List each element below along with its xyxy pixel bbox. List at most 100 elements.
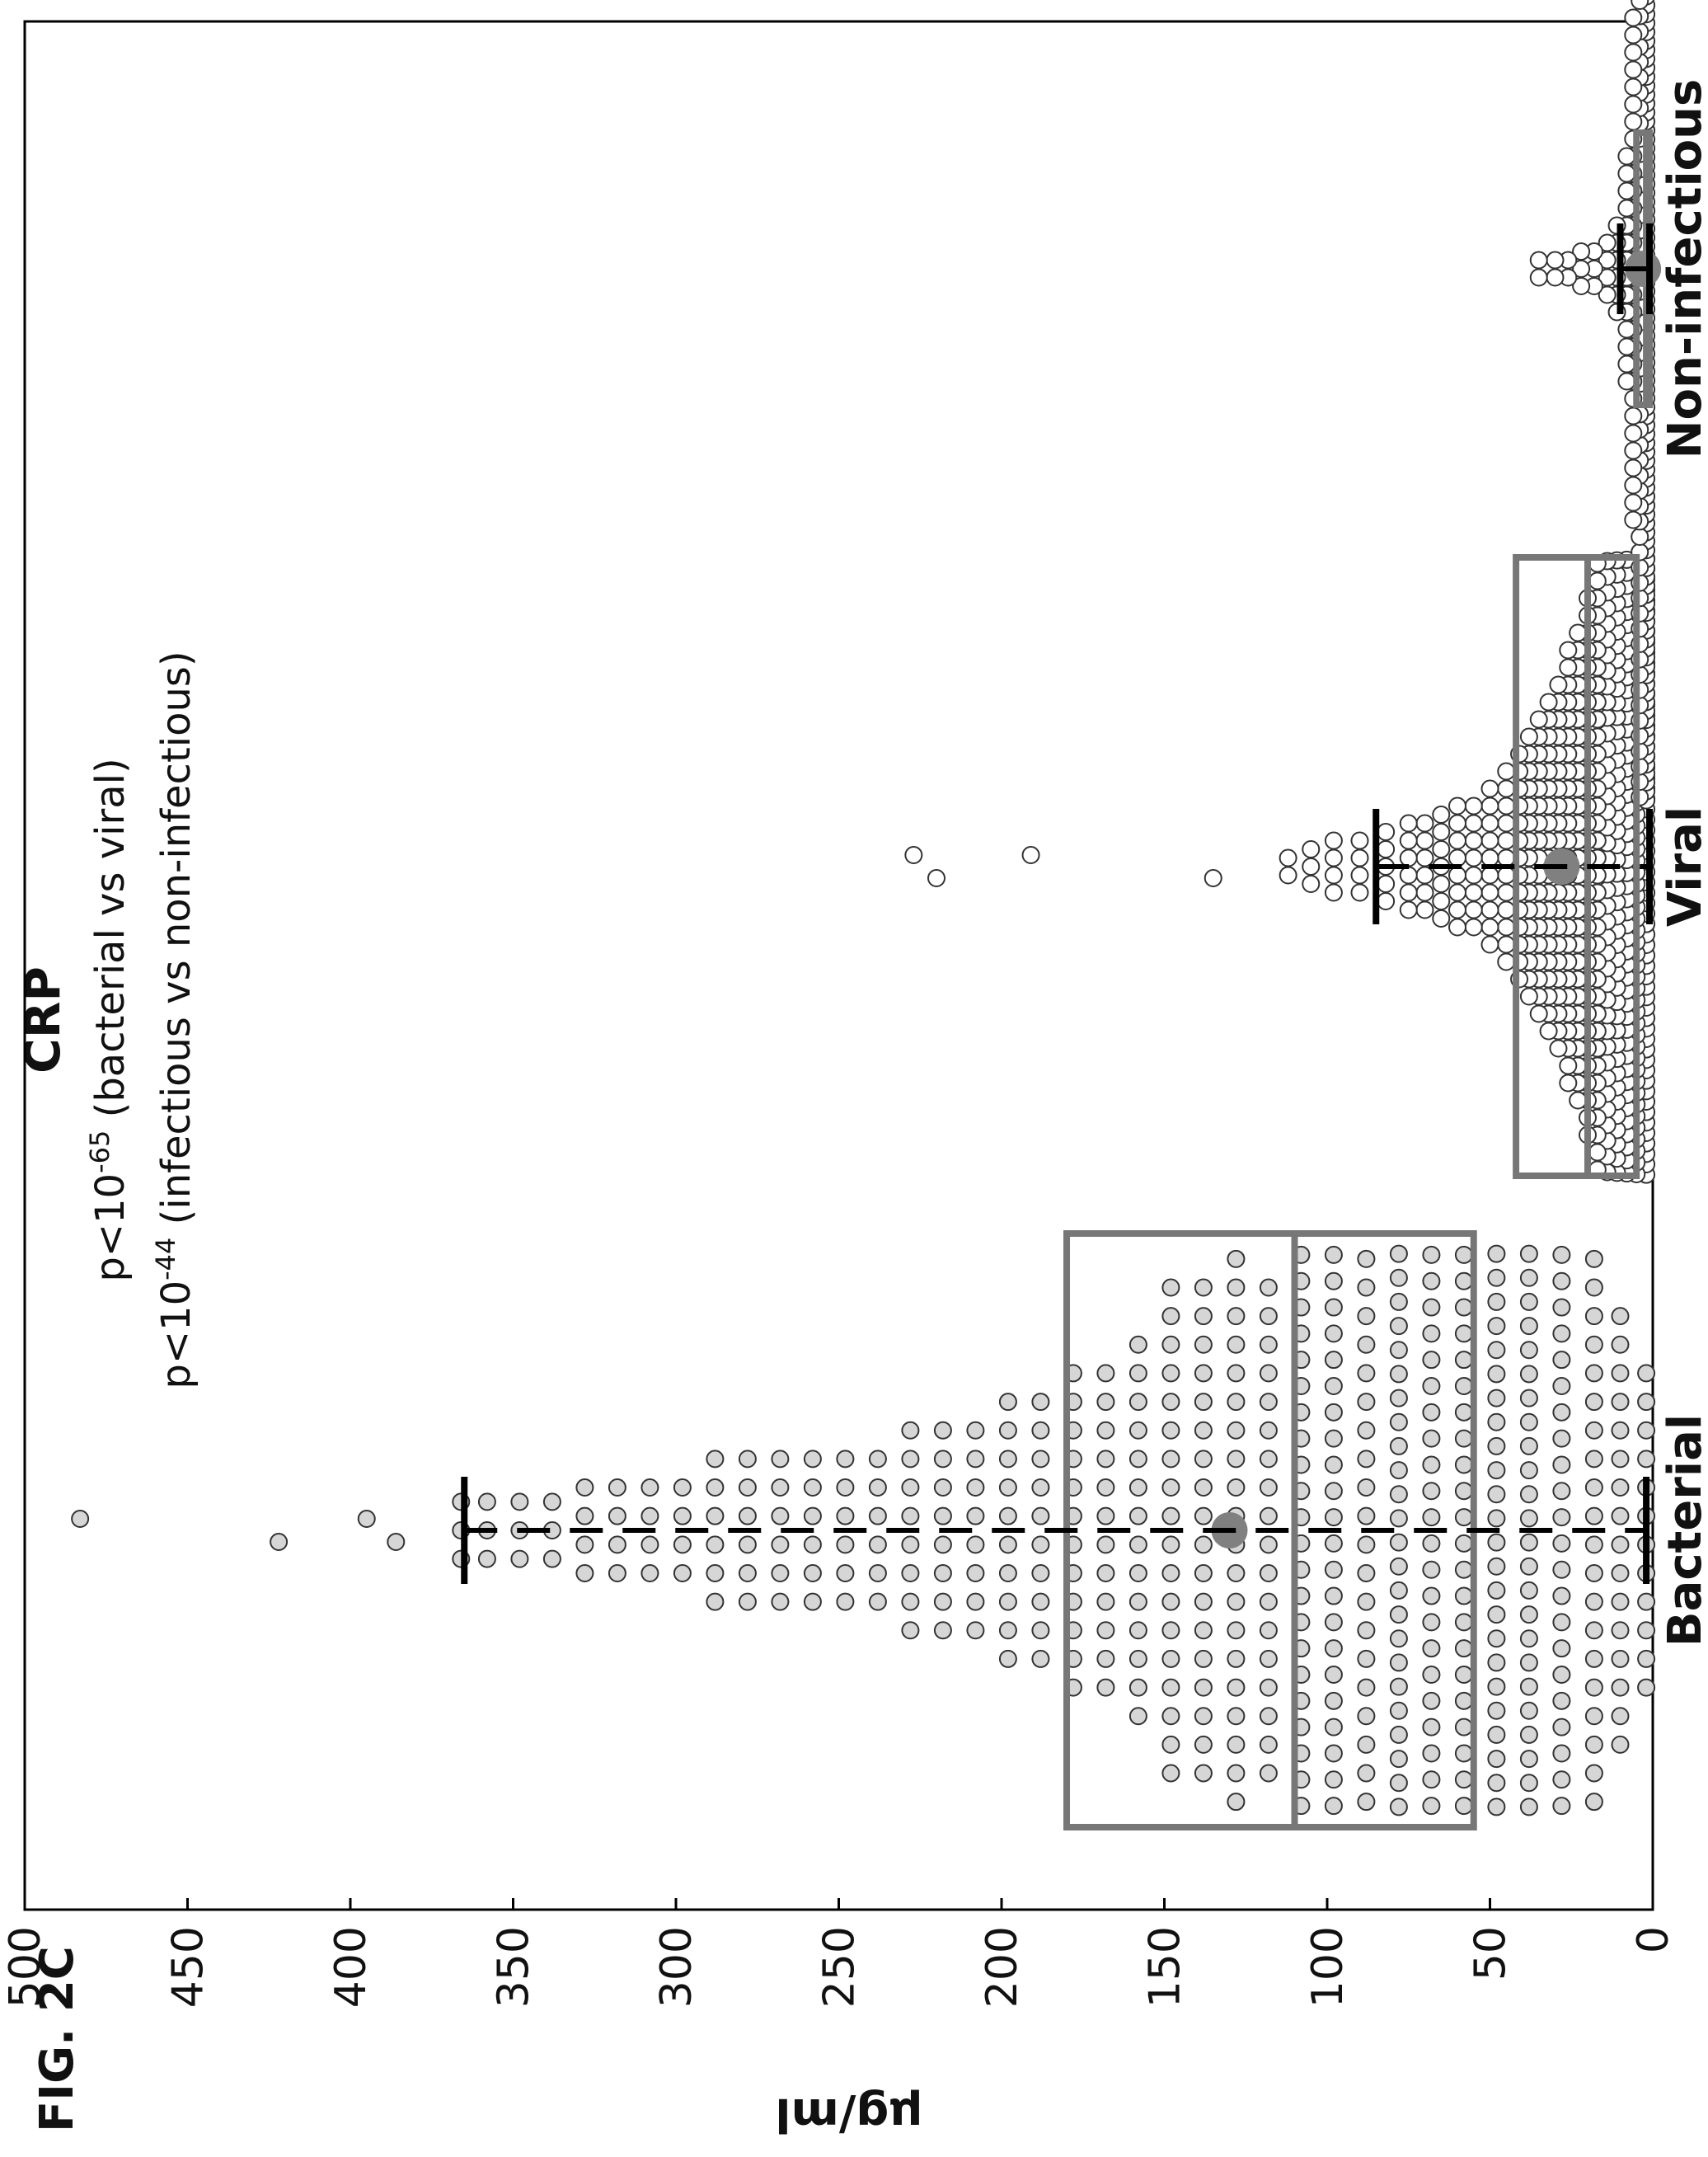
- subtitle-2-exp: -44: [150, 1238, 181, 1281]
- swarm-point: [1357, 1278, 1376, 1297]
- swarm-point: [1259, 1563, 1278, 1582]
- swarm-point: [1161, 1421, 1180, 1440]
- chart-subtitle-2: p<10-44 (infectious vs non-infectious): [150, 651, 199, 1389]
- subtitle-2-post: (infectious vs non-infectious): [153, 651, 199, 1237]
- swarm-point: [1454, 1271, 1473, 1290]
- swarm-point: [1422, 1691, 1441, 1710]
- swarm-point: [1357, 1764, 1376, 1783]
- y-ticks: 0 50 100 150 200 250 300 350 400 450 500: [1, 1898, 1678, 2008]
- swarm-point: [1454, 1455, 1473, 1474]
- swarm-point: [1389, 1412, 1408, 1431]
- swarm-point: [1497, 779, 1516, 798]
- swarm-point: [868, 1563, 887, 1582]
- swarm-point: [1357, 1335, 1376, 1354]
- swarm-point: [1487, 1365, 1506, 1384]
- swarm-point: [1519, 1798, 1538, 1816]
- swarm-point: [1227, 1563, 1246, 1582]
- swarm-point: [1617, 337, 1636, 356]
- swarm-point: [1611, 1364, 1630, 1383]
- swarm-point: [1584, 1707, 1603, 1726]
- swarm-0: [71, 1244, 1656, 1816]
- swarm-point: [1324, 848, 1343, 867]
- swarm-point: [1480, 935, 1499, 954]
- swarm-point: [1552, 1324, 1571, 1343]
- swarm-point: [1096, 1393, 1115, 1412]
- swarm-point: [998, 1478, 1017, 1497]
- swarm-point: [1454, 1298, 1473, 1317]
- swarm-point: [1422, 1666, 1441, 1684]
- swarm-point: [673, 1563, 692, 1582]
- subtitle-2-pre: p<10: [153, 1281, 199, 1389]
- swarm-point: [1194, 1707, 1213, 1726]
- swarm-point: [1357, 1535, 1376, 1554]
- swarm-point: [998, 1563, 1017, 1582]
- swarm-point: [1487, 1389, 1506, 1407]
- swarm-point: [1324, 866, 1343, 885]
- swarm-point: [1415, 883, 1434, 902]
- swarm-point: [1389, 1389, 1408, 1407]
- swarm-point: [771, 1592, 790, 1611]
- swarm-point: [1096, 1364, 1115, 1383]
- swarm-point: [1611, 1707, 1630, 1726]
- swarm-point: [1259, 1307, 1278, 1326]
- swarm-point: [1350, 848, 1369, 867]
- swarm-point: [1324, 1691, 1343, 1710]
- swarm-point: [1624, 458, 1643, 477]
- swarm-point: [1454, 1586, 1473, 1605]
- swarm-point: [706, 1535, 725, 1554]
- swarm-point: [966, 1506, 985, 1525]
- swarm-point: [1519, 1774, 1538, 1793]
- swarm-point: [1611, 1478, 1630, 1497]
- swarm-point: [1194, 1592, 1213, 1611]
- swarm-point: [1389, 1629, 1408, 1648]
- swarm-point: [1415, 848, 1434, 867]
- swarm-point: [640, 1478, 659, 1497]
- swarm-point: [1227, 1249, 1246, 1268]
- swarm-point: [640, 1535, 659, 1554]
- swarm-point: [1611, 1592, 1630, 1611]
- swarm-point: [1519, 1677, 1538, 1696]
- swarm-point: [1487, 1485, 1506, 1504]
- swarm-point: [1259, 1735, 1278, 1754]
- swarm-point: [1487, 1581, 1506, 1600]
- swarm-point: [1259, 1592, 1278, 1611]
- swarm-point: [1487, 1774, 1506, 1793]
- swarm-point: [1497, 918, 1516, 937]
- swarm-point: [1559, 658, 1578, 677]
- swarm-point: [1194, 1364, 1213, 1383]
- swarm-point: [1552, 1534, 1571, 1553]
- swarm-point: [1487, 1629, 1506, 1648]
- swarm-point: [1096, 1450, 1115, 1469]
- swarm-point: [1259, 1707, 1278, 1726]
- swarm-point: [1552, 1245, 1571, 1264]
- outlier-point: [1021, 846, 1040, 864]
- swarm-point: [966, 1621, 985, 1640]
- swarm-point: [1519, 1244, 1538, 1263]
- category-labels: Bacterial Viral Non-infectious: [1659, 79, 1708, 1647]
- swarm-point: [1422, 1245, 1441, 1264]
- swarm-point: [1611, 1450, 1630, 1469]
- swarm-point: [1399, 848, 1418, 867]
- swarm-point: [1487, 1605, 1506, 1624]
- swarm-point: [1324, 1666, 1343, 1684]
- swarm-point: [1422, 1797, 1441, 1816]
- outlier-point: [71, 1510, 90, 1528]
- swarm-point: [1357, 1506, 1376, 1525]
- swarm-point: [1194, 1278, 1213, 1297]
- swarm-point: [1096, 1621, 1115, 1640]
- swarm-point: [1357, 1249, 1376, 1268]
- swarm-point: [1161, 1735, 1180, 1754]
- swarm-point: [836, 1535, 855, 1554]
- swarm-point: [1128, 1450, 1147, 1469]
- swarm-point: [1128, 1707, 1147, 1726]
- swarm-point: [1324, 831, 1343, 850]
- swarm-point: [706, 1450, 725, 1469]
- swarm-point: [998, 1393, 1017, 1412]
- swarm-point: [1454, 1377, 1473, 1395]
- swarm-point: [1617, 372, 1636, 391]
- swarm-point: [1454, 1351, 1473, 1370]
- swarm-point: [1194, 1307, 1213, 1326]
- swarm-point: [1487, 1725, 1506, 1744]
- swarm-point: [1624, 476, 1643, 495]
- swarm-point: [1357, 1678, 1376, 1697]
